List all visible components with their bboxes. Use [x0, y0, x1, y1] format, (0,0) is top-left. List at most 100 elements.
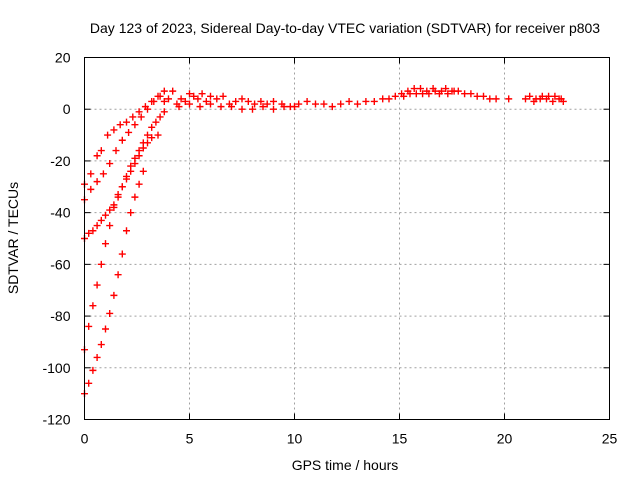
data-point [110, 291, 118, 299]
data-point [532, 95, 540, 103]
data-point [97, 260, 105, 268]
data-point [85, 322, 93, 330]
data-point [379, 95, 387, 103]
data-point [102, 240, 109, 248]
data-point [154, 92, 162, 100]
data-point [228, 103, 235, 111]
data-point [238, 105, 246, 113]
data-point [295, 100, 303, 108]
data-point [186, 100, 193, 108]
data-point [93, 152, 101, 160]
data-point [118, 183, 126, 191]
data-point [312, 100, 319, 108]
series-arc3 [104, 87, 168, 139]
data-point [257, 97, 265, 105]
data-point [97, 147, 105, 155]
axis-ticks [84, 57, 610, 420]
data-point [125, 128, 133, 136]
data-point [102, 325, 109, 333]
data-point [131, 193, 139, 201]
data-point [370, 97, 378, 105]
data-point [89, 302, 97, 310]
y-tick-label: -80 [50, 308, 70, 324]
x-tick-label: 15 [392, 431, 408, 447]
chart-title: Day 123 of 2023, Sidereal Day-to-day VTE… [90, 20, 600, 36]
data-point [93, 178, 101, 186]
data-point [123, 227, 130, 235]
data-point [425, 90, 433, 98]
data-point [160, 108, 168, 116]
data-point [160, 87, 168, 95]
data-point [144, 131, 151, 139]
data-point [505, 95, 513, 103]
data-point [270, 97, 277, 105]
plot-frame [84, 57, 610, 420]
data-point [417, 85, 424, 93]
data-point [551, 92, 559, 100]
data-point [137, 113, 145, 121]
data-point [522, 95, 529, 103]
data-point [545, 92, 553, 100]
data-point [141, 103, 149, 111]
data-point [410, 85, 418, 93]
data-point [362, 97, 370, 105]
data-point [139, 144, 147, 152]
data-point [156, 113, 164, 121]
data-point [110, 203, 118, 211]
data-point [129, 113, 137, 121]
data-point [219, 92, 227, 100]
data-point [263, 100, 271, 108]
data-point [202, 97, 210, 105]
data-point [114, 271, 122, 279]
data-point [526, 92, 534, 100]
data-point [148, 123, 156, 131]
y-tick-label: 0 [63, 101, 71, 117]
data-point [412, 90, 420, 98]
data-point [486, 95, 494, 103]
x-tick-label: 20 [497, 431, 513, 447]
data-point [391, 92, 399, 100]
data-point [213, 95, 221, 103]
data-point [175, 103, 183, 111]
data-point [106, 206, 114, 214]
y-tick-label: -120 [42, 412, 70, 428]
data-point [385, 95, 393, 103]
data-point [320, 100, 328, 108]
data-point [114, 193, 122, 201]
data-point [106, 309, 114, 317]
y-tick-labels: 20 0 -20 -40 -60 -80 -100 -120 [42, 50, 70, 428]
data-point [89, 227, 97, 235]
y-tick-label: -20 [50, 153, 70, 169]
data-point [139, 167, 147, 175]
data-point [87, 185, 95, 193]
data-point [303, 97, 311, 105]
data-point [135, 152, 143, 160]
series-tail [526, 92, 565, 103]
data-point [123, 175, 130, 183]
data-point [97, 341, 105, 349]
data-point [354, 100, 361, 108]
data-point [238, 95, 246, 103]
data-point [406, 90, 414, 98]
data-point [473, 92, 481, 100]
data-point [259, 103, 267, 111]
data-point [244, 97, 252, 105]
data-points [81, 85, 567, 398]
series-arc4 [81, 108, 168, 242]
data-point [169, 87, 177, 95]
data-point [328, 103, 336, 111]
series-late [400, 87, 458, 100]
grid-lines [84, 57, 610, 420]
data-point [160, 97, 168, 105]
data-point [97, 216, 105, 224]
data-point [251, 100, 259, 108]
data-point [270, 105, 277, 113]
data-point [480, 92, 487, 100]
data-point [131, 121, 139, 129]
series-arc5 [81, 131, 162, 354]
data-point [190, 92, 198, 100]
data-point [104, 131, 112, 139]
y-tick-label: -100 [42, 360, 70, 376]
data-point [131, 160, 139, 168]
data-point [181, 97, 189, 105]
